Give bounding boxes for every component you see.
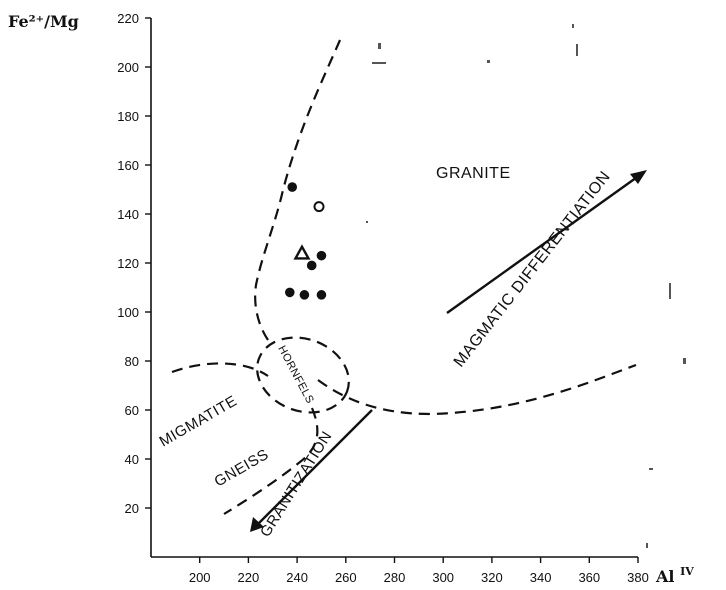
- y-tick-label: 40: [125, 452, 139, 467]
- y-tick-label: 140: [117, 207, 139, 222]
- x-axis-label-superscript: IV: [680, 565, 694, 578]
- data-points: [284, 182, 327, 300]
- x-tick-label: 200: [189, 570, 211, 585]
- x-tick-label: 340: [530, 570, 552, 585]
- arrowhead-icon: [250, 517, 264, 532]
- x-tick-label: 320: [481, 570, 503, 585]
- region-label-hornfels: HORNFELS: [275, 344, 316, 406]
- magmatic-differentiation-arrow: [446, 170, 647, 314]
- field-boundaries: [171, 39, 637, 515]
- data-point-filled-circle: [316, 290, 327, 300]
- x-tick-labels: 200 220 240 260 280 300 320 340 360 380: [189, 557, 649, 585]
- granite-boundary-upper: [254, 39, 342, 341]
- granite-boundary-lower: [317, 363, 637, 416]
- gneiss-boundary: [223, 407, 319, 515]
- x-tick-label: 360: [578, 570, 600, 585]
- data-point-triangle: [293, 244, 311, 260]
- y-tick-label: 200: [117, 60, 139, 75]
- region-label-granite: GRANITE: [436, 165, 511, 182]
- x-tick-label: 220: [238, 570, 260, 585]
- hornfels-field: [256, 336, 350, 414]
- y-tick-labels: 20 40 60 80 100 120 140 160 180 200 220: [117, 11, 151, 516]
- data-point-filled-circle: [306, 260, 317, 271]
- y-axis-label: Fe²⁺/Mg: [8, 12, 79, 31]
- y-tick-label: 100: [117, 305, 139, 320]
- y-tick-label: 80: [125, 354, 139, 369]
- x-tick-label: 380: [627, 570, 649, 585]
- x-tick-label: 240: [286, 570, 308, 585]
- y-tick-label: 20: [125, 501, 139, 516]
- y-tick-label: 120: [117, 256, 139, 271]
- granitization-arrow: [250, 409, 373, 532]
- data-point-filled-circle: [299, 290, 310, 300]
- y-tick-label: 160: [117, 158, 139, 173]
- scan-specks: [366, 24, 686, 548]
- y-tick-label: 220: [117, 11, 139, 26]
- data-point-filled-circle: [284, 287, 295, 298]
- x-axis-label-base: Al: [655, 567, 675, 586]
- x-axis-label: Al IV: [655, 565, 694, 586]
- data-point-open-circle: [313, 201, 325, 213]
- x-tick-label: 280: [384, 570, 406, 585]
- data-point-filled-circle: [316, 250, 327, 261]
- region-label-gneiss: GNEISS: [212, 446, 272, 491]
- arrowhead-icon: [630, 170, 647, 184]
- data-point-filled-circle: [287, 182, 298, 192]
- x-tick-label: 260: [335, 570, 357, 585]
- process-label-magmatic-differentiation: MAGMATIC DIFFERENTIATION: [451, 168, 614, 370]
- migmatite-boundary: [171, 362, 269, 377]
- y-tick-label: 180: [117, 109, 139, 124]
- y-tick-label: 60: [125, 403, 139, 418]
- region-label-migmatite: MIGMATITE: [157, 392, 241, 450]
- x-tick-label: 300: [432, 570, 454, 585]
